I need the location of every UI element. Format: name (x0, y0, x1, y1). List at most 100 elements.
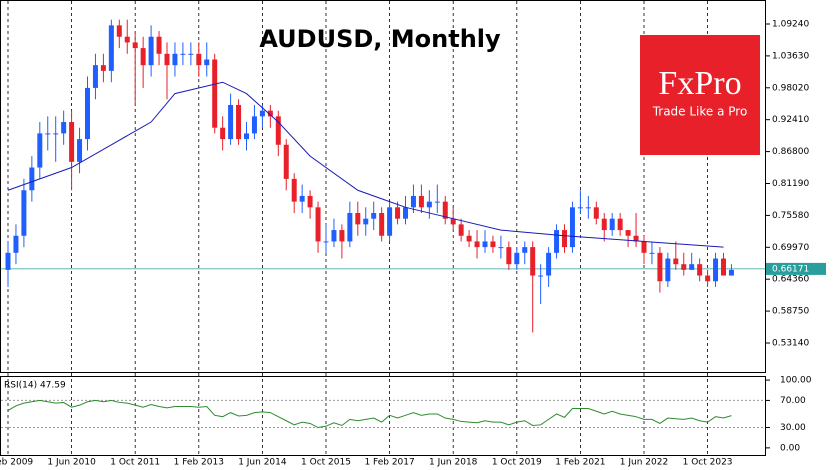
candle-body (212, 59, 218, 128)
candle-body (649, 252, 655, 254)
x-tick-label: 1 Feb 2017 (364, 458, 414, 468)
brand-name: FxPro (658, 65, 741, 102)
candle-body (259, 110, 265, 117)
rsi-tick-label: 70.00 (780, 396, 806, 406)
y-tick-label: 0.81190 (772, 179, 809, 189)
y-tick-label: 0.92410 (772, 115, 809, 125)
candle-body (713, 258, 719, 282)
candle-body (410, 195, 416, 208)
x-tick-label: 1 Oct 2015 (301, 458, 351, 468)
chart-title: AUDUSD, Monthly (259, 25, 501, 53)
candle-body (434, 201, 440, 203)
candle-body (251, 116, 257, 134)
candle-body (92, 65, 98, 88)
y-tick-label: 0.86800 (772, 147, 809, 157)
candle-body (689, 264, 695, 270)
x-tick-label: 1 Oct 2011 (110, 458, 160, 468)
candle-body (228, 104, 234, 140)
current-price-tag (766, 262, 826, 275)
candle-body (180, 53, 186, 55)
candle-body (53, 133, 59, 135)
candle-body (45, 133, 51, 135)
candle-body (21, 190, 27, 236)
candle-body (474, 241, 480, 248)
rsi-tick-label: 100.00 (780, 376, 812, 386)
candle-body (538, 275, 544, 277)
candle-body (458, 224, 464, 236)
y-tick-label: 0.75580 (772, 211, 809, 221)
candle-body (506, 247, 512, 265)
brand-box (640, 35, 760, 155)
candle-body (236, 104, 242, 140)
x-tick-label: 1 Jun 2018 (429, 458, 478, 468)
candle-body (61, 122, 67, 134)
candle-body (625, 230, 631, 236)
candle-body (339, 230, 345, 242)
x-tick-label: 1 Feb 2021 (555, 458, 605, 468)
candle-body (164, 53, 170, 66)
candle-body (363, 218, 369, 225)
candle-body (585, 207, 591, 209)
candle-body (148, 36, 154, 66)
candle-body (617, 218, 623, 231)
candle-body (5, 252, 11, 270)
candle-body (132, 42, 138, 49)
candle-body (522, 247, 528, 253)
candle-body (196, 53, 202, 66)
y-tick-label: 1.09240 (772, 19, 809, 29)
y-tick-label: 0.64360 (772, 275, 809, 285)
candle-body (641, 241, 647, 253)
candle-body (657, 252, 663, 282)
candle-body (204, 59, 210, 66)
candle-body (299, 195, 305, 202)
rsi-label: RSI(14) 47.59 (4, 381, 66, 391)
candle-body (283, 144, 289, 179)
brand-tagline: Trade Like a Pro (652, 105, 748, 119)
candle-body (69, 122, 75, 162)
candle-body (609, 218, 615, 231)
y-tick-label: 1.03630 (772, 51, 809, 61)
candle-body (355, 213, 361, 225)
y-tick-label: 0.98020 (772, 83, 809, 93)
candle-body (530, 247, 536, 276)
candle-body (395, 207, 401, 219)
x-tick-label: 1 Oct 2019 (492, 458, 542, 468)
candle-body (601, 218, 607, 231)
candle-body (172, 53, 178, 66)
candle-body (108, 25, 114, 71)
candle-body (188, 53, 194, 55)
candle-body (291, 178, 297, 202)
rsi-line (7, 399, 732, 429)
candle-body (387, 207, 393, 236)
rsi-panel (0, 376, 766, 456)
candle-body (418, 195, 424, 208)
current-price-label: 0.66171 (772, 264, 809, 274)
candle-body (267, 110, 273, 117)
candle-body (13, 235, 19, 253)
x-tick-label: 1 Jun 2022 (620, 458, 668, 468)
y-tick-label: 0.53140 (772, 338, 809, 348)
candle-body (124, 36, 130, 43)
x-tick-label: 1 Feb 2013 (174, 458, 224, 468)
candle-body (562, 230, 567, 248)
candle-body (593, 207, 599, 219)
y-tick-label: 0.58750 (772, 307, 809, 317)
candle-body (554, 230, 560, 253)
candle-body (77, 139, 83, 162)
candle-body (681, 264, 687, 270)
candle-body (156, 36, 162, 54)
x-tick-label: 1 Jun 2014 (238, 458, 287, 468)
candle-body (569, 207, 575, 248)
candle-body (379, 213, 385, 236)
candle-body (275, 116, 281, 145)
candle-body (728, 269, 734, 276)
candle-body (697, 264, 703, 276)
candle-body (116, 25, 122, 37)
candle-body (403, 207, 408, 219)
candle-body (498, 247, 504, 249)
candle-body (323, 241, 329, 243)
candle-body (490, 241, 496, 248)
candle-body (85, 87, 90, 140)
candle-body (347, 213, 353, 242)
x-tick-label: 1 Feb 2009 (0, 458, 33, 468)
